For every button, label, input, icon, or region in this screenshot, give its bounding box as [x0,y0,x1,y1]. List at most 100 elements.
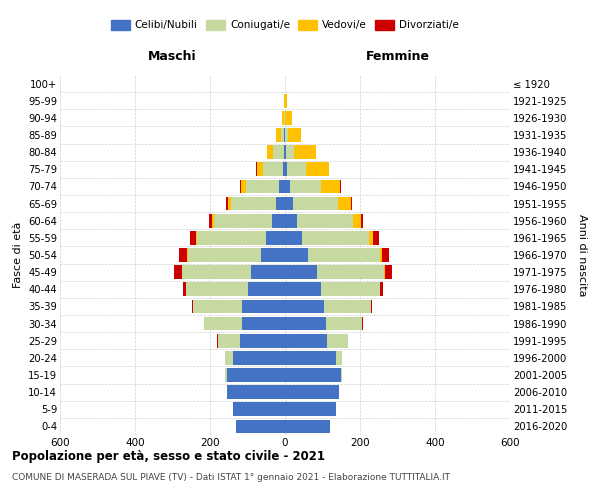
Bar [191,300,193,314]
Bar [218,334,240,347]
Bar [280,180,285,194]
Bar [266,146,274,159]
Bar [286,128,288,142]
Bar [242,300,285,314]
Bar [293,196,337,210]
Bar [251,266,285,279]
Bar [325,300,371,314]
Bar [175,266,182,279]
Bar [302,231,370,244]
Bar [197,231,266,244]
Bar [285,300,325,314]
Bar [322,180,340,194]
Bar [285,94,287,108]
Bar [276,128,281,142]
Bar [317,266,385,279]
Bar [263,162,283,176]
Bar [327,334,347,347]
Bar [287,162,307,176]
Bar [203,316,205,330]
Bar [373,231,379,244]
Bar [337,196,350,210]
Bar [225,368,227,382]
Bar [308,248,380,262]
Bar [281,128,284,142]
Bar [285,146,286,159]
Bar [284,94,285,108]
Text: Maschi: Maschi [148,50,197,63]
Bar [380,248,382,262]
Bar [274,146,284,159]
Bar [233,402,285,416]
Text: COMUNE DI MASERADA SUL PIAVE (TV) - Dati ISTAT 1° gennaio 2021 - Elaborazione TU: COMUNE DI MASERADA SUL PIAVE (TV) - Dati… [12,472,450,482]
Bar [266,231,285,244]
Bar [226,196,227,210]
Bar [285,231,302,244]
Y-axis label: Anni di nascita: Anni di nascita [577,214,587,296]
Bar [371,300,373,314]
Bar [361,214,364,228]
Bar [187,248,260,262]
Bar [272,214,285,228]
Bar [283,162,285,176]
Bar [285,214,297,228]
Bar [190,231,196,244]
Bar [212,214,214,228]
Bar [230,196,275,210]
Bar [214,214,272,228]
Bar [285,162,287,176]
Bar [326,316,362,330]
Bar [227,386,285,399]
Bar [205,316,242,330]
Bar [245,180,280,194]
Bar [281,111,284,124]
Bar [182,282,185,296]
Bar [385,266,392,279]
Bar [286,111,292,124]
Bar [288,128,301,142]
Bar [285,180,290,194]
Bar [240,334,285,347]
Bar [286,146,294,159]
Bar [242,316,285,330]
Bar [285,368,341,382]
Bar [193,300,242,314]
Bar [285,402,335,416]
Bar [275,196,285,210]
Bar [248,282,285,296]
Bar [227,368,285,382]
Bar [284,146,285,159]
Bar [285,196,293,210]
Bar [285,266,317,279]
Bar [380,282,383,296]
Bar [290,180,322,194]
Bar [260,248,285,262]
Bar [294,146,316,159]
Bar [236,420,285,434]
Bar [233,351,285,364]
Bar [285,248,308,262]
Bar [185,282,248,296]
Bar [370,231,373,244]
Bar [340,180,341,194]
Bar [241,180,245,194]
Bar [320,282,380,296]
Text: Popolazione per età, sesso e stato civile - 2021: Popolazione per età, sesso e stato civil… [12,450,325,463]
Bar [341,368,343,382]
Bar [285,282,320,296]
Bar [350,196,352,210]
Bar [335,351,343,364]
Bar [297,214,353,228]
Bar [257,162,263,176]
Bar [285,316,326,330]
Bar [179,248,187,262]
Bar [209,214,212,228]
Bar [284,128,285,142]
Bar [227,196,230,210]
Bar [307,162,329,176]
Bar [182,266,251,279]
Bar [196,231,197,244]
Bar [353,214,361,228]
Bar [382,248,389,262]
Bar [285,334,327,347]
